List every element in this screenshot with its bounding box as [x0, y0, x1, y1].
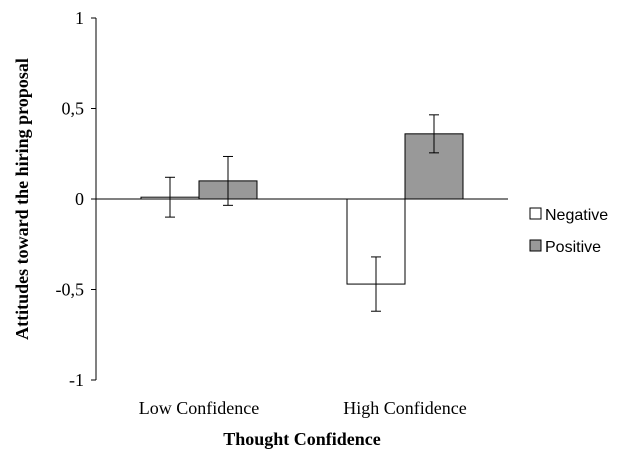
category-labels: Low Confidence High Confidence: [139, 398, 467, 418]
y-axis: [91, 17, 97, 381]
category-label: High Confidence: [343, 398, 466, 418]
legend: Negative Positive: [529, 207, 608, 256]
legend-label-positive: Positive: [545, 239, 601, 256]
legend-swatch-positive: [529, 239, 542, 252]
y-tick-label: -1: [69, 370, 84, 390]
y-tick-labels: 1 0,5 0 -0,5 -1: [56, 8, 85, 390]
y-tick-label: -0,5: [56, 280, 85, 300]
y-tick-label: 1: [75, 8, 84, 28]
legend-swatch-negative: [529, 207, 542, 220]
y-tick-label: 0: [75, 189, 84, 209]
y-axis-title: Attitudes toward the hiring proposal: [12, 58, 32, 340]
legend-label-negative: Negative: [545, 207, 608, 224]
y-tick-label: 0,5: [62, 99, 85, 119]
category-label: Low Confidence: [139, 398, 259, 418]
error-bars: [165, 114, 439, 312]
x-axis-title: Thought Confidence: [223, 429, 381, 449]
bars: [140, 133, 464, 285]
